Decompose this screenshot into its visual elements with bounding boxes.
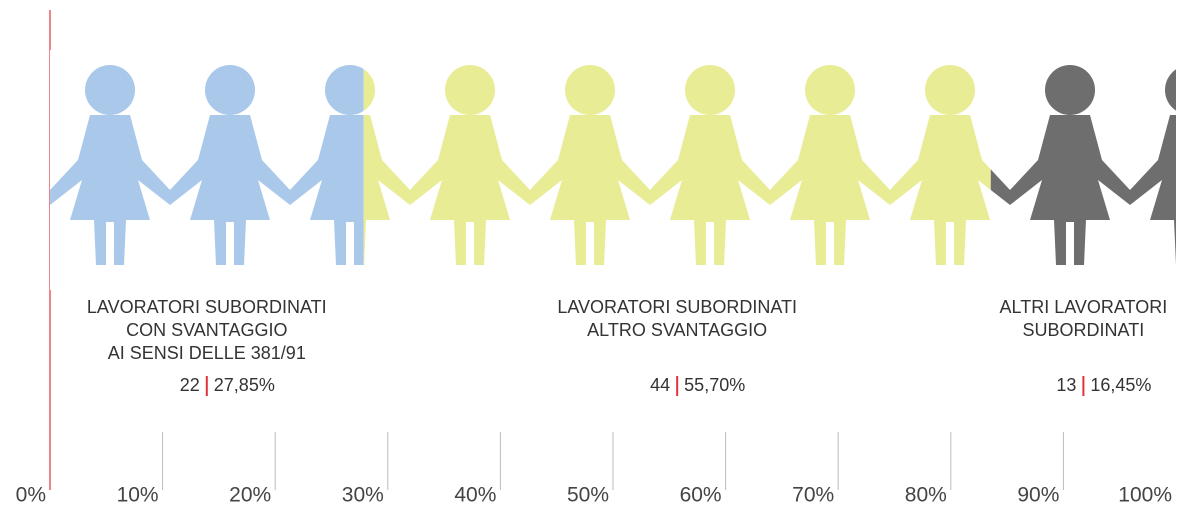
x-tick-label: 60% xyxy=(680,484,722,507)
value-label: 16,45% xyxy=(1090,375,1151,395)
category-label: ALTRO SVANTAGGIO xyxy=(587,320,767,340)
category-label: AI SENSI DELLE 381/91 xyxy=(108,343,306,363)
category-label: ALTRI LAVORATORI xyxy=(1000,297,1168,317)
x-tick-label: 40% xyxy=(454,484,496,507)
x-tick-label: 90% xyxy=(1017,484,1059,507)
x-tick-label: 50% xyxy=(567,484,609,507)
bar-segment xyxy=(990,50,1176,290)
x-tick-label: 10% xyxy=(117,484,159,507)
value-label: 55,70% xyxy=(684,375,745,395)
x-tick-label: 20% xyxy=(229,484,271,507)
x-tick-label: 0% xyxy=(16,484,46,507)
category-label: SUBORDINATI xyxy=(1023,320,1145,340)
x-tick-label: 100% xyxy=(1118,484,1172,507)
count-label: 22 xyxy=(180,375,200,395)
x-tick-label: 30% xyxy=(342,484,384,507)
category-label: LAVORATORI SUBORDINATI xyxy=(87,297,327,317)
x-tick-label: 80% xyxy=(905,484,947,507)
bar-segment xyxy=(50,50,364,290)
value-label: 27,85% xyxy=(214,375,275,395)
category-label: LAVORATORI SUBORDINATI xyxy=(557,297,797,317)
x-tick-label: 70% xyxy=(792,484,834,507)
bar-segment xyxy=(363,50,991,290)
count-label: 44 xyxy=(650,375,670,395)
count-label: 13 xyxy=(1056,375,1076,395)
category-label: CON SVANTAGGIO xyxy=(126,320,287,340)
